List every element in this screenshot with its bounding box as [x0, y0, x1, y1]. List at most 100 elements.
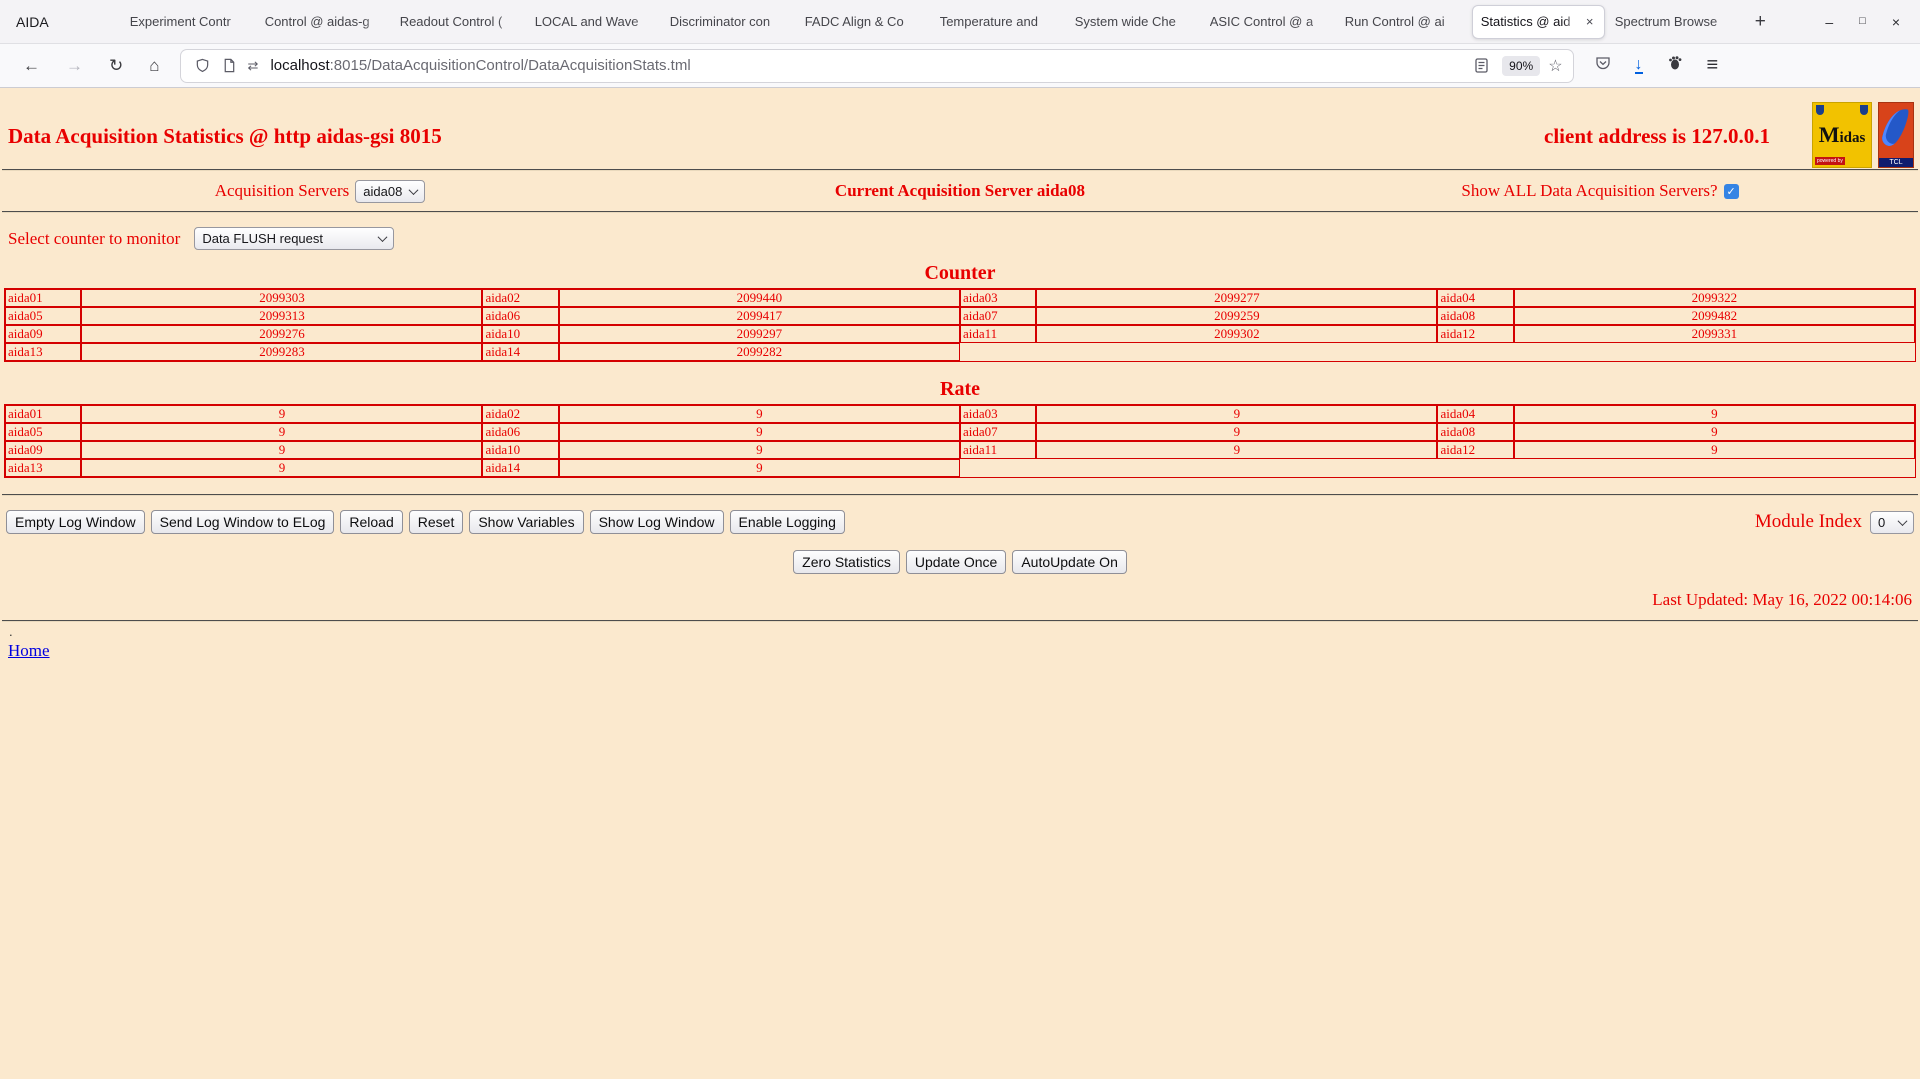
- page-header: Data Acquisition Statistics @ http aidas…: [0, 110, 1920, 149]
- table-row: aida05 2099313 aida06 2099417 aida07 2099259 a…: [5, 307, 1915, 325]
- table-row: aida05 9 aida06 9 aida07 9 aida08 9: [5, 423, 1915, 441]
- browser-tab[interactable]: Experiment Contr: [122, 4, 255, 39]
- server-name-cell: aida05: [5, 423, 82, 441]
- update-once-button[interactable]: Update Once: [905, 550, 1007, 574]
- browser-tab[interactable]: Spectrum Browse: [1607, 4, 1740, 39]
- shield-icon[interactable]: [195, 58, 210, 73]
- server-value-cell: 2099282: [558, 343, 960, 361]
- page-title: Data Acquisition Statistics @ http aidas…: [8, 124, 442, 148]
- window-title: AIDA: [16, 13, 49, 30]
- server-name-cell: aida06: [482, 307, 559, 325]
- home-link[interactable]: Home: [8, 641, 50, 660]
- browser-tab[interactable]: Discriminator con: [662, 4, 795, 39]
- enable-logging-button[interactable]: Enable Logging: [729, 510, 845, 534]
- server-name-cell: aida10: [482, 441, 559, 459]
- server-value-cell: 9: [81, 459, 483, 477]
- show-all-checkbox[interactable]: ✓: [1723, 183, 1739, 199]
- server-name-cell: aida04: [1437, 289, 1514, 307]
- chevron-down-icon: [377, 232, 388, 243]
- downloads-icon[interactable]: ↓: [1634, 55, 1643, 74]
- server-value-cell: 9: [1513, 405, 1915, 423]
- zoom-level-button[interactable]: 90%: [1502, 55, 1541, 76]
- midas-logo-sub: powered by: [1815, 157, 1845, 165]
- permissions-icon[interactable]: ⇄: [247, 57, 259, 73]
- server-name-cell: aida09: [5, 325, 82, 343]
- counter-monitor-row: Select counter to monitor Data FLUSH req…: [8, 227, 1920, 250]
- hamburger-menu-icon[interactable]: ≡: [1706, 54, 1719, 76]
- last-updated-text: Last Updated: May 16, 2022 00:14:06: [1652, 590, 1912, 609]
- server-name-cell: aida11: [959, 441, 1037, 459]
- browser-tab[interactable]: Readout Control (: [392, 4, 525, 39]
- browser-tab[interactable]: ASIC Control @ a: [1202, 4, 1335, 39]
- autoupdate-on-button[interactable]: AutoUpdate On: [1012, 550, 1127, 574]
- show-variables-button[interactable]: Show Variables: [469, 510, 584, 534]
- shield-icon: [1860, 105, 1868, 115]
- log-controls-row: Empty Log Window Send Log Window to ELog R…: [6, 510, 1914, 534]
- page-info-icon[interactable]: [222, 58, 236, 73]
- server-name-cell: aida02: [482, 289, 559, 307]
- browser-tab[interactable]: System wide Che: [1067, 4, 1200, 39]
- browser-tab[interactable]: Run Control @ ai: [1337, 4, 1470, 39]
- server-value-cell: 9: [1036, 405, 1438, 423]
- reader-mode-icon[interactable]: [1475, 58, 1488, 73]
- maximize-button[interactable]: □: [1859, 15, 1866, 27]
- server-name-cell: aida06: [482, 423, 559, 441]
- zero-statistics-button[interactable]: Zero Statistics: [793, 550, 900, 574]
- reset-button[interactable]: Reset: [408, 510, 464, 534]
- tab-label: Spectrum Browse: [1614, 14, 1718, 29]
- server-name-cell: aida09: [5, 441, 82, 459]
- bookmark-star-icon[interactable]: ☆: [1548, 57, 1563, 75]
- tab-label: FADC Align & Co: [804, 14, 904, 29]
- close-window-button[interactable]: ×: [1891, 13, 1900, 30]
- forward-button[interactable]: →: [66, 55, 83, 75]
- browser-tab[interactable]: Control @ aidas-g: [257, 4, 390, 39]
- table-row: aida01 2099303 aida02 2099440 aida03 2099277 a…: [5, 289, 1915, 307]
- server-value-cell: 2099331: [1513, 325, 1915, 343]
- server-value-cell: 9: [558, 405, 960, 423]
- send-log-window-to-elog-button[interactable]: Send Log Window to ELog: [150, 510, 335, 534]
- acquisition-servers-label: Acquisition Servers: [214, 181, 350, 200]
- reload-button[interactable]: Reload: [340, 510, 403, 534]
- server-name-cell: aida07: [959, 423, 1037, 441]
- server-value-cell: 9: [81, 405, 483, 423]
- server-value-cell: 2099322: [1513, 289, 1915, 307]
- browser-tab[interactable]: LOCAL and Wave: [527, 4, 660, 39]
- counter-monitor-select[interactable]: Data FLUSH request: [194, 227, 395, 250]
- counter-section-title: Counter: [924, 262, 996, 284]
- server-name-cell: aida12: [1437, 325, 1514, 343]
- server-name-cell: aida01: [5, 405, 82, 423]
- server-value-cell: 2099482: [1513, 307, 1915, 325]
- minimize-button[interactable]: –: [1825, 13, 1834, 30]
- browser-tab[interactable]: Temperature and: [932, 4, 1065, 39]
- footer-dot: .: [9, 624, 13, 639]
- module-index-select[interactable]: 0: [1870, 510, 1914, 534]
- divider: [2, 620, 1918, 622]
- url-bar[interactable]: ⇄ localhost:8015/DataAcquisitionControl/…: [180, 49, 1573, 82]
- divider: [2, 169, 1918, 171]
- tab-label: Temperature and: [939, 14, 1038, 29]
- url-text[interactable]: localhost:8015/DataAcquisitionControl/Da…: [270, 57, 1469, 74]
- shield-icon: [1816, 105, 1824, 115]
- reload-button[interactable]: ↻: [109, 55, 124, 75]
- chevron-down-icon: [408, 184, 419, 195]
- divider: [2, 494, 1918, 496]
- extension-foot-icon[interactable]: [1667, 55, 1683, 76]
- log-buttons-group: Empty Log Window Send Log Window to ELog R…: [6, 510, 845, 534]
- tab-label: Statistics @ aid: [1480, 14, 1571, 29]
- acquisition-server-select[interactable]: aida08: [355, 179, 426, 203]
- browser-tab[interactable]: FADC Align & Co: [797, 4, 930, 39]
- table-row: aida09 2099276 aida10 2099297 aida11 2099302 a…: [5, 325, 1915, 343]
- tab-label: Experiment Contr: [129, 14, 231, 29]
- close-tab-icon[interactable]: ×: [1585, 13, 1594, 29]
- browser-tab[interactable]: Statistics @ aid ×: [1471, 4, 1605, 39]
- server-name-cell: aida13: [5, 343, 82, 361]
- pocket-icon[interactable]: [1595, 55, 1611, 76]
- show-log-window-button[interactable]: Show Log Window: [589, 510, 724, 534]
- home-button[interactable]: ⌂: [149, 55, 160, 75]
- empty-log-window-button[interactable]: Empty Log Window: [6, 510, 145, 534]
- acquisition-server-selected-value: aida08: [363, 183, 403, 199]
- back-button[interactable]: ←: [23, 55, 40, 75]
- new-tab-button[interactable]: +: [1754, 10, 1766, 32]
- url-host: localhost: [270, 57, 330, 74]
- tab-label: Discriminator con: [669, 14, 771, 29]
